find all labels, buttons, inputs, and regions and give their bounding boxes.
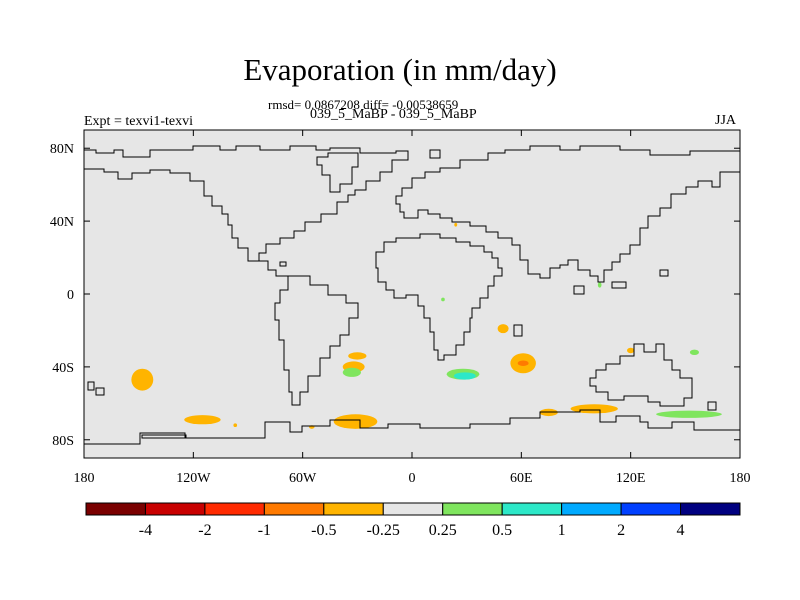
colorbar-label-1: -2 — [198, 522, 211, 539]
coast-greenland — [316, 152, 359, 193]
anomaly-region-20 — [454, 222, 458, 227]
y-tick-label-1: 40N — [50, 215, 74, 230]
anomaly-region-9 — [453, 372, 476, 380]
chart-title: Evaporation (in mm/day) — [243, 52, 557, 87]
colorbar-label-9: 4 — [677, 522, 685, 539]
coast-madagascar — [513, 324, 523, 337]
colorbar-swatch-1 — [144, 502, 206, 516]
coast-new-zealand — [707, 401, 717, 411]
anomaly-region-12 — [517, 360, 529, 366]
coast-central-america — [259, 260, 288, 277]
y-tick-label-2: 0 — [67, 288, 74, 303]
anomaly-region-17 — [689, 349, 699, 356]
stats-subtitle: rmsd= 0.0867208 diff= -0.00538659 — [268, 97, 459, 112]
anomaly-region-15 — [627, 347, 635, 354]
coast-islands-sea — [279, 261, 669, 295]
colorbar-swatch-5 — [382, 502, 444, 516]
colorbar-label-7: 1 — [558, 522, 566, 539]
coast-australia — [589, 343, 693, 407]
colorbar-swatch-7 — [501, 502, 563, 516]
experiment-label: Expt = texvi1-texvi — [84, 114, 193, 129]
colorbar-label-6: 0.5 — [492, 522, 512, 539]
colorbar-label-8: 2 — [617, 522, 625, 539]
coast-antarctic-peninsula — [141, 434, 187, 439]
anomaly-region-16 — [656, 410, 722, 418]
colorbar-swatch-4 — [323, 502, 384, 516]
coast-small-islands — [87, 381, 105, 396]
anomaly-region-3 — [333, 414, 378, 429]
colorbar-swatch-10 — [680, 502, 741, 516]
coast-south-america — [274, 275, 359, 406]
season-label: JJA — [715, 113, 737, 128]
colorbar-swatch-0 — [85, 502, 146, 516]
anomaly-region-7 — [342, 367, 361, 377]
cases-subtitle: 039_5_MaBP - 039_5_MaBP — [310, 107, 477, 122]
axes: 180 120W 60W 0 60E 120E 180 80N 40N 0 40S 80S — [50, 130, 751, 486]
y-tick-label-4: 80S — [52, 434, 74, 449]
colorbar-swatch-9 — [620, 502, 682, 516]
colorbar-swatch-6 — [442, 502, 503, 516]
colorbar-label-4: -0.25 — [367, 522, 400, 539]
x-tick-label-2: 60W — [289, 471, 317, 486]
colorbar-label-3: -0.5 — [311, 522, 336, 539]
anomaly-layer — [131, 222, 722, 429]
x-tick-label-0: 180 — [74, 471, 95, 486]
x-tick-label-4: 60E — [510, 471, 533, 486]
coastlines — [83, 145, 741, 445]
colorbar-swatch-3 — [263, 502, 325, 516]
coast-north-america — [83, 145, 409, 262]
x-tick-label-6: 180 — [730, 471, 751, 486]
anomaly-region-5 — [348, 352, 367, 360]
anomaly-region-19 — [597, 282, 602, 288]
coast-africa — [375, 233, 503, 361]
y-tick-label-0: 80N — [50, 142, 74, 157]
anomaly-region-14 — [570, 404, 618, 414]
colorbar: -4 -2 -1 -0.5 -0.25 0.25 0.5 1 2 4 — [85, 502, 741, 539]
coast-antarctica — [84, 409, 741, 445]
x-tick-label-1: 120W — [176, 471, 211, 486]
anomaly-region-10 — [497, 324, 509, 334]
anomaly-region-0 — [131, 368, 154, 391]
anomaly-region-1 — [184, 415, 221, 425]
y-tick-label-3: 40S — [52, 361, 74, 376]
x-tick-label-3: 0 — [409, 471, 416, 486]
anomaly-region-18 — [441, 297, 445, 302]
anomaly-region-2 — [233, 423, 238, 428]
colorbar-swatch-2 — [204, 502, 265, 516]
x-tick-label-5: 120E — [616, 471, 646, 486]
colorbar-swatch-8 — [561, 502, 622, 516]
colorbar-label-2: -1 — [258, 522, 271, 539]
colorbar-label-5: 0.25 — [429, 522, 457, 539]
colorbar-label-0: -4 — [139, 522, 152, 539]
